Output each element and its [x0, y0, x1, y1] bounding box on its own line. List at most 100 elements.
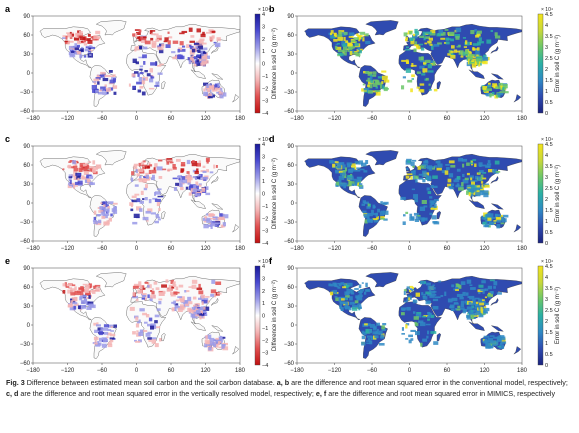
continent-greenland [365, 272, 399, 288]
speckle [447, 53, 453, 56]
x-tick-label: −60 [367, 246, 378, 252]
x-tick-label: −60 [367, 368, 378, 374]
speckle [353, 52, 358, 55]
speckle [113, 202, 118, 205]
speckle [382, 85, 385, 90]
speckle [93, 336, 99, 341]
speckle [352, 305, 358, 309]
speckle [372, 82, 378, 87]
colorbar-tick-label: 3 [262, 276, 265, 282]
x-tick-label: 0 [408, 368, 412, 374]
colorbar-exponent: × 10⁴ [258, 137, 270, 143]
continent-japan [211, 297, 219, 306]
speckle [339, 163, 343, 166]
speckle [480, 288, 487, 292]
speckle [440, 295, 444, 297]
speckle [70, 292, 76, 296]
panel-letter: e [5, 256, 10, 266]
speckle [69, 31, 72, 34]
speckle [401, 59, 407, 62]
speckle [359, 185, 364, 189]
speckle [169, 161, 174, 164]
speckle [147, 294, 150, 299]
speckle [462, 37, 466, 39]
speckle [206, 217, 212, 220]
speckle [429, 295, 435, 298]
speckle [154, 198, 161, 202]
speckle [366, 79, 369, 82]
speckle [141, 80, 146, 85]
speckle [97, 219, 102, 224]
speckle [490, 94, 494, 97]
speckle [474, 179, 478, 182]
speckle [366, 329, 372, 334]
speckle [381, 81, 384, 84]
x-tick-label: 60 [444, 246, 451, 252]
speckle [172, 40, 179, 44]
colorbar-tick-label: 3.5 [545, 34, 553, 40]
speckle [197, 312, 202, 316]
speckle [348, 177, 354, 181]
speckle [146, 219, 149, 222]
speckle [205, 55, 210, 59]
speckle [483, 306, 487, 309]
speckle [68, 52, 73, 56]
speckle [193, 42, 200, 45]
speckle [336, 285, 339, 288]
speckle [67, 41, 70, 44]
speckle [202, 217, 206, 221]
speckle [103, 331, 109, 335]
speckle [350, 289, 354, 294]
colorbar-exponent: × 10⁴ [541, 137, 553, 143]
speckle [411, 170, 416, 175]
speckle [191, 56, 198, 60]
speckle [138, 281, 142, 286]
speckle [482, 290, 485, 294]
speckle [67, 289, 71, 294]
speckle [458, 52, 462, 55]
speckle [410, 338, 414, 341]
speckle [81, 176, 87, 180]
speckle [205, 335, 208, 340]
speckle [150, 62, 156, 66]
speckle [410, 88, 413, 93]
speckle [138, 162, 142, 167]
y-tick-label: −30 [20, 342, 31, 348]
speckle [411, 78, 414, 80]
speckle [142, 178, 147, 183]
speckle [414, 41, 418, 46]
continent-new-guinea [491, 203, 504, 210]
speckle [182, 45, 186, 48]
speckle [362, 210, 367, 213]
speckle [380, 218, 385, 220]
speckle [181, 305, 185, 308]
speckle [361, 203, 365, 206]
speckle [338, 296, 345, 299]
speckle [414, 31, 420, 36]
speckle [198, 290, 204, 295]
y-tick-label: 30 [287, 52, 294, 58]
panel-letter: d [269, 134, 275, 144]
speckle [502, 84, 508, 89]
speckle [138, 331, 144, 336]
speckle [478, 306, 481, 310]
speckle [423, 166, 429, 168]
speckle [497, 346, 501, 348]
speckle [429, 204, 433, 208]
y-tick-label: 0 [27, 71, 31, 77]
speckle [483, 190, 489, 195]
speckle [177, 307, 183, 312]
speckle [459, 296, 464, 300]
speckle [367, 212, 373, 217]
speckle [479, 41, 484, 44]
speckle [373, 79, 378, 82]
speckle [159, 63, 164, 66]
speckle [471, 303, 476, 306]
speckle [189, 184, 196, 187]
speckle [207, 93, 212, 97]
speckle [342, 164, 346, 169]
speckle [405, 32, 411, 35]
speckle [196, 310, 201, 314]
speckle [77, 180, 83, 185]
